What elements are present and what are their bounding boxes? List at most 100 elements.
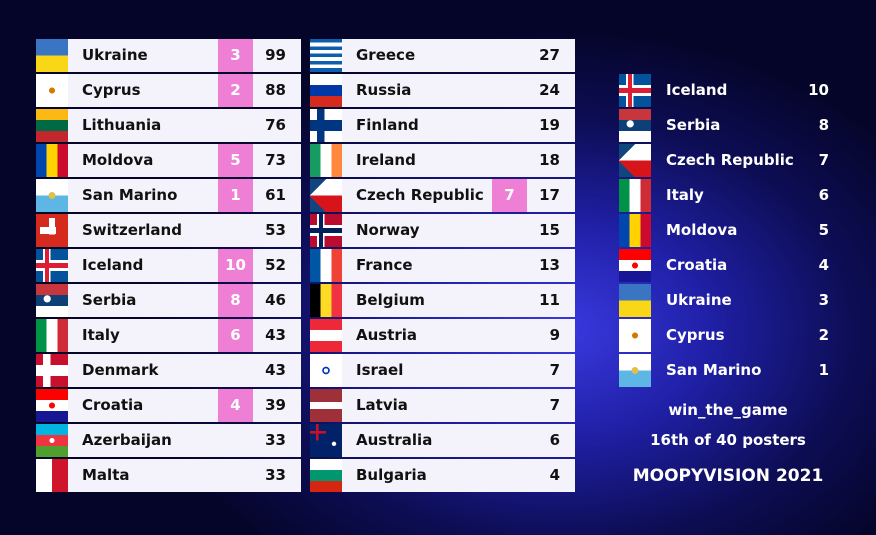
points-received: 10 — [218, 249, 253, 282]
board-row: Cyprus 2 88 — [36, 74, 301, 107]
row-panel — [342, 354, 575, 387]
points-received: 2 — [218, 74, 253, 107]
country-name: Moldova — [82, 151, 154, 169]
row-panel — [342, 389, 575, 422]
vote-row: San Marino 1 — [619, 354, 831, 387]
country-name: Israel — [356, 361, 404, 379]
total-points: 76 — [265, 116, 286, 134]
vote-row: Cyprus 2 — [619, 319, 831, 352]
flag — [310, 319, 342, 352]
flag — [310, 284, 342, 317]
vote-row: Croatia 4 — [619, 249, 831, 282]
flag — [36, 459, 68, 492]
country-name: Austria — [356, 326, 418, 344]
flag — [36, 109, 68, 142]
points-received: 3 — [218, 39, 253, 72]
row-panel — [68, 179, 301, 212]
country-name: Latvia — [356, 396, 408, 414]
board-row: Belgium 11 — [310, 284, 575, 317]
country-name: Italy — [666, 186, 704, 204]
flag — [36, 179, 68, 212]
flag — [619, 74, 651, 107]
board-row: Czech Republic 7 17 — [310, 179, 575, 212]
total-points: 9 — [549, 326, 560, 344]
points-given: 4 — [818, 256, 829, 274]
country-name: Croatia — [82, 396, 144, 414]
points-received: 5 — [218, 144, 253, 177]
country-name: Lithuania — [82, 116, 162, 134]
country-name: Ukraine — [82, 46, 148, 64]
country-name: Norway — [356, 221, 420, 239]
total-points: 24 — [539, 81, 560, 99]
country-name: Cyprus — [666, 326, 725, 344]
country-name: Italy — [82, 326, 120, 344]
total-points: 52 — [265, 256, 286, 274]
board-row: Greece 27 — [310, 39, 575, 72]
board-row: Finland 19 — [310, 109, 575, 142]
country-name: Switzerland — [82, 221, 182, 239]
flag — [310, 354, 342, 387]
country-name: Moldova — [666, 221, 738, 239]
total-points: 4 — [549, 466, 560, 484]
flag — [619, 319, 651, 352]
vote-row: Serbia 8 — [619, 109, 831, 142]
points-given: 2 — [818, 326, 829, 344]
flag — [36, 354, 68, 387]
flag — [619, 284, 651, 317]
row-panel — [342, 249, 575, 282]
row-panel — [68, 424, 301, 457]
row-panel — [342, 424, 575, 457]
vote-row: Moldova 5 — [619, 214, 831, 247]
board-row: Australia 6 — [310, 424, 575, 457]
flag — [619, 179, 651, 212]
flag — [36, 74, 68, 107]
country-name: Belgium — [356, 291, 425, 309]
row-panel — [68, 144, 301, 177]
flag — [619, 109, 651, 142]
flag — [36, 319, 68, 352]
flag — [310, 214, 342, 247]
board-row: Italy 6 43 — [36, 319, 301, 352]
row-panel — [342, 214, 575, 247]
row-panel — [342, 284, 575, 317]
row-panel — [342, 144, 575, 177]
vote-row: Ukraine 3 — [619, 284, 831, 317]
row-panel — [68, 389, 301, 422]
country-name: Russia — [356, 81, 412, 99]
total-points: 99 — [265, 46, 286, 64]
total-points: 11 — [539, 291, 560, 309]
board-row: Iceland 10 52 — [36, 249, 301, 282]
points-given: 5 — [818, 221, 829, 239]
country-name: Bulgaria — [356, 466, 427, 484]
board-row: Denmark 43 — [36, 354, 301, 387]
total-points: 61 — [265, 186, 286, 204]
points-given: 6 — [818, 186, 829, 204]
row-panel — [68, 39, 301, 72]
board-row: Israel 7 — [310, 354, 575, 387]
row-panel — [342, 39, 575, 72]
total-points: 43 — [265, 361, 286, 379]
country-name: Australia — [356, 431, 433, 449]
board-row: Azerbaijan 33 — [36, 424, 301, 457]
flag — [310, 249, 342, 282]
total-points: 33 — [265, 466, 286, 484]
board-row: Norway 15 — [310, 214, 575, 247]
row-panel — [68, 459, 301, 492]
flag — [310, 39, 342, 72]
board-row: France 13 — [310, 249, 575, 282]
country-name: Czech Republic — [666, 151, 794, 169]
rank: 16th of 40 posters — [650, 431, 806, 449]
flag — [619, 144, 651, 177]
flag — [36, 144, 68, 177]
row-panel — [68, 319, 301, 352]
board-row: Latvia 7 — [310, 389, 575, 422]
points-received: 6 — [218, 319, 253, 352]
total-points: 7 — [549, 361, 560, 379]
country-name: Iceland — [666, 81, 728, 99]
country-name: San Marino — [666, 361, 762, 379]
points-given: 10 — [808, 81, 829, 99]
row-panel — [68, 74, 301, 107]
total-points: 7 — [549, 396, 560, 414]
country-name: Serbia — [82, 291, 137, 309]
